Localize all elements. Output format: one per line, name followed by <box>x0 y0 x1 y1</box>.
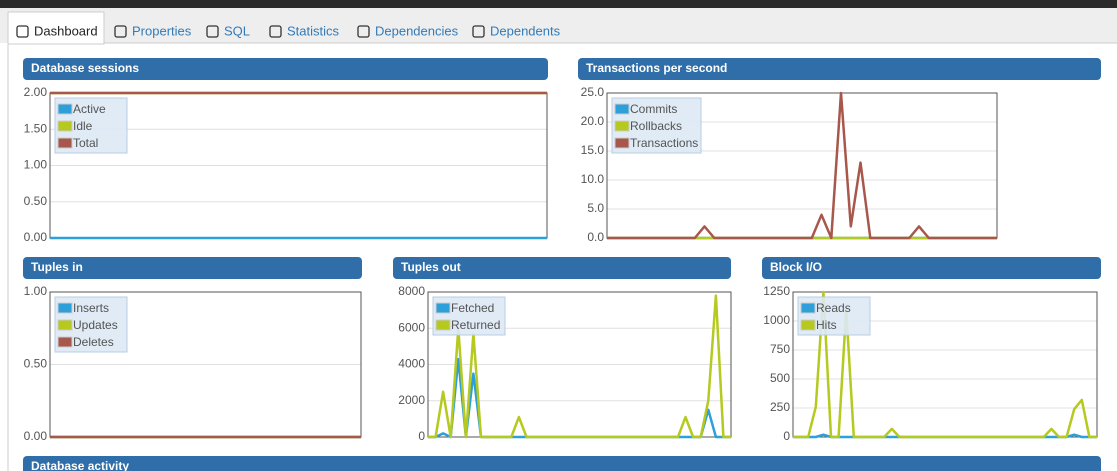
y-tick-label: 10.0 <box>581 172 605 186</box>
legend-swatch <box>57 336 73 348</box>
legend-swatch <box>57 137 73 149</box>
legend-label: Reads <box>816 301 851 315</box>
y-tick-label: 4000 <box>398 357 425 371</box>
tab[interactable]: Dashboard <box>34 23 98 38</box>
chart-title: Tuples out <box>401 260 461 274</box>
panel-header <box>393 257 731 279</box>
legend-swatch <box>614 137 630 149</box>
legend-label: Fetched <box>451 301 494 315</box>
chart-title: Tuples in <box>31 260 83 274</box>
y-tick-label: 0.00 <box>24 230 48 244</box>
tab-icon <box>206 25 219 38</box>
tab[interactable]: Dependents <box>490 23 561 38</box>
y-tick-label: 0.50 <box>24 194 48 208</box>
series-line <box>428 294 731 439</box>
panel-header <box>23 257 362 279</box>
y-tick-label: 750 <box>770 342 790 356</box>
tab-icon <box>269 25 282 38</box>
legend-swatch <box>800 319 816 331</box>
y-tick-label: 0.0 <box>587 230 604 244</box>
series-line <box>793 290 1097 439</box>
tab[interactable]: SQL <box>224 23 250 38</box>
series-line <box>428 357 731 439</box>
series-line <box>607 91 997 240</box>
tab-icon <box>472 25 485 38</box>
tab-bar <box>0 8 1117 43</box>
legend-swatch <box>614 103 630 115</box>
panel-title: Database activity <box>31 459 129 471</box>
y-tick-label: 1250 <box>763 284 790 298</box>
legend-label: Commits <box>630 102 677 116</box>
legend-label: Active <box>73 102 106 116</box>
panel-header <box>23 456 1101 471</box>
y-tick-label: 2000 <box>398 393 425 407</box>
y-tick-label: 1000 <box>763 313 790 327</box>
y-tick-label: 20.0 <box>581 114 605 128</box>
legend-swatch <box>614 120 630 132</box>
y-tick-label: 500 <box>770 371 790 385</box>
tab[interactable]: Properties <box>132 23 192 38</box>
legend-label: Deletes <box>73 335 114 349</box>
legend-label: Total <box>73 136 98 150</box>
tab[interactable]: Dependencies <box>375 23 459 38</box>
legend-label: Transactions <box>630 136 698 150</box>
panel-header <box>762 257 1101 279</box>
y-tick-label: 0 <box>418 429 425 443</box>
y-tick-label: 0.50 <box>24 357 48 371</box>
chart-title: Block I/O <box>770 260 822 274</box>
y-tick-label: 8000 <box>398 284 425 298</box>
y-tick-label: 250 <box>770 400 790 414</box>
panel-header <box>578 58 1101 80</box>
y-tick-label: 0.00 <box>24 429 48 443</box>
top-strip <box>0 0 1117 8</box>
tab[interactable]: Statistics <box>287 23 340 38</box>
legend-swatch <box>800 302 816 314</box>
legend-swatch <box>57 120 73 132</box>
y-tick-label: 2.00 <box>24 85 48 99</box>
y-tick-label: 15.0 <box>581 143 605 157</box>
y-tick-label: 1.50 <box>24 121 48 135</box>
legend-swatch <box>57 103 73 115</box>
chart-title: Database sessions <box>31 61 139 75</box>
legend-label: Returned <box>451 318 500 332</box>
legend-swatch <box>57 302 73 314</box>
legend-label: Inserts <box>73 301 109 315</box>
active-tab <box>7 11 105 45</box>
tab-icon <box>16 25 29 38</box>
y-tick-label: 25.0 <box>581 85 605 99</box>
y-tick-label: 6000 <box>398 320 425 334</box>
tab-icon <box>357 25 370 38</box>
chart-title: Transactions per second <box>586 61 727 75</box>
legend-label: Rollbacks <box>630 119 682 133</box>
legend-swatch <box>435 302 451 314</box>
y-tick-label: 1.00 <box>24 158 48 172</box>
legend-swatch <box>435 319 451 331</box>
legend-swatch <box>57 319 73 331</box>
y-tick-label: 5.0 <box>587 201 604 215</box>
legend-label: Updates <box>73 318 118 332</box>
tab-icon <box>114 25 127 38</box>
y-tick-label: 1.00 <box>24 284 48 298</box>
legend-label: Idle <box>73 119 93 133</box>
legend-label: Hits <box>816 318 837 332</box>
y-tick-label: 0 <box>783 429 790 443</box>
panel-header <box>23 58 548 80</box>
